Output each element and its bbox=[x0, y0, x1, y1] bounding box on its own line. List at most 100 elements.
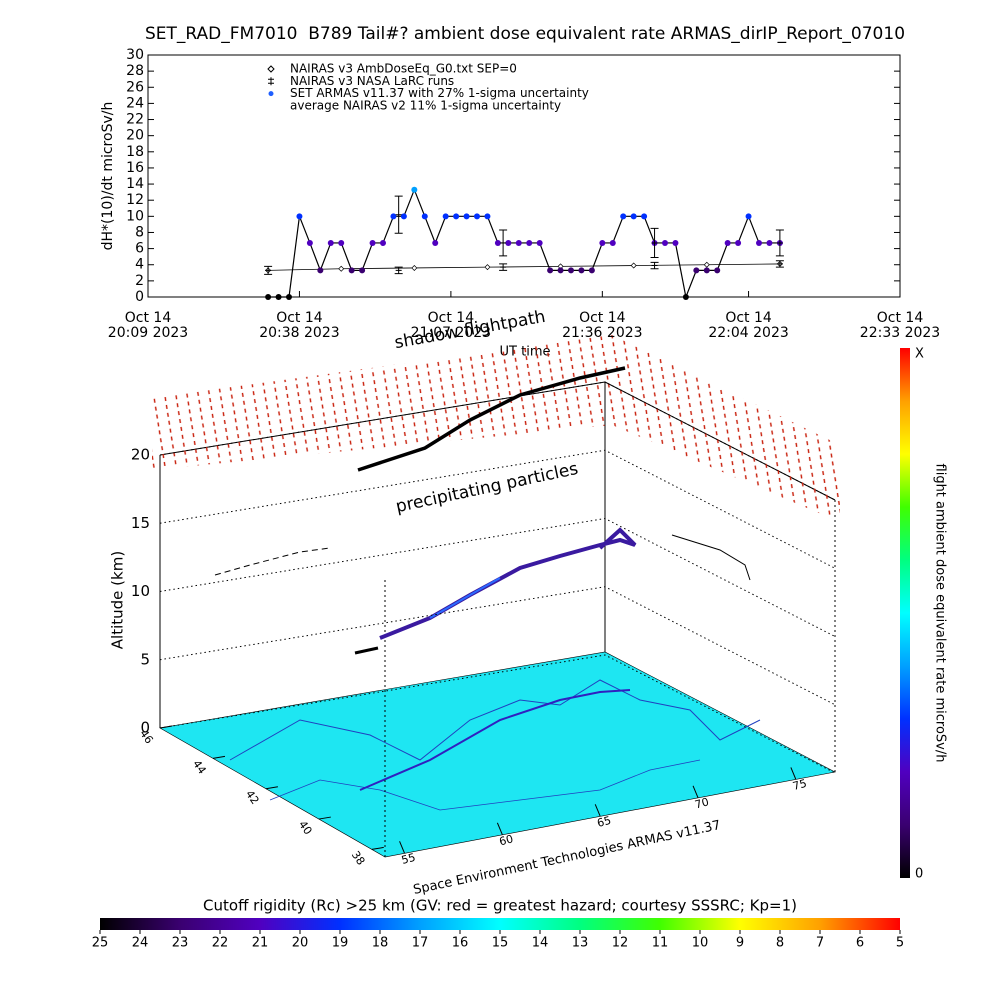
colorbar-tick-label: 24 bbox=[132, 936, 149, 951]
x-tick-label: 75 bbox=[791, 777, 808, 793]
armas-point bbox=[474, 213, 480, 220]
armas-point bbox=[338, 239, 345, 246]
nairas-point bbox=[703, 261, 710, 268]
armas-point bbox=[442, 213, 449, 220]
armas-point bbox=[620, 213, 627, 220]
y-tick-label: 2 bbox=[135, 273, 144, 289]
armas-point bbox=[703, 267, 710, 274]
y-tick-label: 20 bbox=[126, 128, 144, 144]
grid-line bbox=[159, 586, 836, 706]
armas-point bbox=[286, 294, 292, 300]
nairas-point bbox=[411, 264, 418, 271]
armas-point bbox=[432, 239, 439, 246]
armas-point bbox=[662, 239, 668, 246]
coastline bbox=[229, 679, 761, 761]
x-tick-label: Oct 14 bbox=[428, 310, 475, 326]
nairas-point bbox=[338, 265, 345, 272]
ground-track bbox=[359, 689, 631, 791]
y-tick-label: 28 bbox=[126, 63, 144, 79]
armas-point bbox=[756, 239, 762, 246]
x-tick-label: Oct 14 bbox=[877, 310, 924, 326]
armas-point bbox=[411, 186, 418, 193]
armas-point bbox=[369, 239, 376, 246]
y-tick bbox=[265, 786, 278, 790]
armas-point bbox=[578, 267, 585, 274]
y-axis-label: dH*(10)/dt microSv/h bbox=[100, 102, 116, 251]
colorbar-tick-label: 8 bbox=[776, 936, 784, 951]
armas-point bbox=[400, 213, 407, 220]
nairas-point bbox=[484, 264, 491, 271]
colorbar-label: flight ambient dose equivalent rate micr… bbox=[933, 464, 948, 763]
colorbar-tick-label: 5 bbox=[896, 936, 904, 951]
y-tick-label: 24 bbox=[126, 95, 144, 111]
armas-point bbox=[557, 267, 564, 274]
x-tick-label: Oct 14 bbox=[579, 310, 626, 326]
plot-frame bbox=[147, 54, 901, 298]
shadow-track bbox=[671, 534, 751, 581]
colorbar-tick-label: 20 bbox=[292, 936, 309, 951]
armas-point bbox=[494, 239, 501, 246]
colorbar-tick-label: 19 bbox=[332, 936, 349, 951]
armas-point bbox=[609, 239, 616, 246]
flightpath-start bbox=[354, 646, 379, 655]
armas-point bbox=[714, 267, 721, 274]
armas-point bbox=[630, 213, 637, 220]
y-tick-label: 16 bbox=[126, 160, 144, 176]
x-tick-label: 20:09 2023 bbox=[108, 325, 188, 341]
grid-line bbox=[159, 449, 836, 569]
coastline bbox=[269, 759, 701, 811]
z-tick-label: 15 bbox=[131, 514, 150, 532]
legend-marker bbox=[268, 77, 274, 86]
armas-point bbox=[265, 294, 272, 300]
colorbar-tick-label: 0 bbox=[915, 867, 923, 882]
armas-point bbox=[505, 239, 512, 246]
y-tick-label: 18 bbox=[126, 144, 144, 160]
x-tick-label: 21:36 2023 bbox=[562, 325, 642, 341]
x-tick-label: 21:07 2023 bbox=[411, 325, 491, 341]
armas-point bbox=[421, 213, 428, 220]
armas-point bbox=[568, 267, 574, 274]
x-tick bbox=[496, 822, 503, 836]
x-tick-label: 70 bbox=[693, 795, 710, 811]
z-tick-label: 0 bbox=[140, 719, 150, 737]
x-tick-label: Oct 14 bbox=[125, 310, 172, 326]
x-tick-label: Oct 14 bbox=[725, 310, 772, 326]
y-tick bbox=[318, 816, 331, 820]
armas-point bbox=[693, 267, 700, 274]
armas-point bbox=[359, 267, 366, 274]
armas-point bbox=[724, 239, 731, 246]
colorbar-tick-label: 18 bbox=[372, 936, 389, 951]
armas-point bbox=[682, 294, 689, 300]
armas-point bbox=[275, 294, 282, 300]
armas-point bbox=[296, 213, 303, 220]
z-tick-label: 10 bbox=[131, 582, 150, 600]
y-tick bbox=[371, 846, 384, 850]
shadow-flightpath bbox=[357, 366, 626, 472]
armas-point bbox=[547, 267, 554, 274]
x-tick-label: 65 bbox=[596, 814, 613, 830]
grid-line bbox=[159, 654, 836, 774]
shadow-track bbox=[214, 547, 331, 576]
y-tick-label: 30 bbox=[126, 47, 144, 63]
armas-point bbox=[306, 239, 313, 246]
y-tick-label: 14 bbox=[126, 176, 144, 192]
x-tick-label: 22:04 2023 bbox=[708, 325, 788, 341]
legend-label: SET ARMAS v11.37 with 27% 1-sigma uncert… bbox=[290, 86, 589, 100]
colorbar-tick-label: 25 bbox=[92, 936, 109, 951]
error-bar bbox=[650, 227, 659, 258]
colorbar-tick-label: 10 bbox=[692, 936, 709, 951]
armas-point bbox=[599, 239, 606, 246]
legend-marker bbox=[267, 65, 275, 73]
armas-point bbox=[348, 267, 355, 274]
x-tick-label: 22:33 2023 bbox=[860, 325, 940, 341]
error-bar bbox=[394, 266, 403, 275]
colorbar-tick-label: 14 bbox=[532, 936, 549, 951]
flightpath-highlight bbox=[429, 577, 501, 619]
colorbar-tick-label: 22 bbox=[212, 936, 229, 951]
armas-point bbox=[766, 239, 773, 246]
y-tick bbox=[159, 725, 173, 729]
armas-point bbox=[327, 239, 334, 246]
armas-point bbox=[641, 213, 648, 220]
